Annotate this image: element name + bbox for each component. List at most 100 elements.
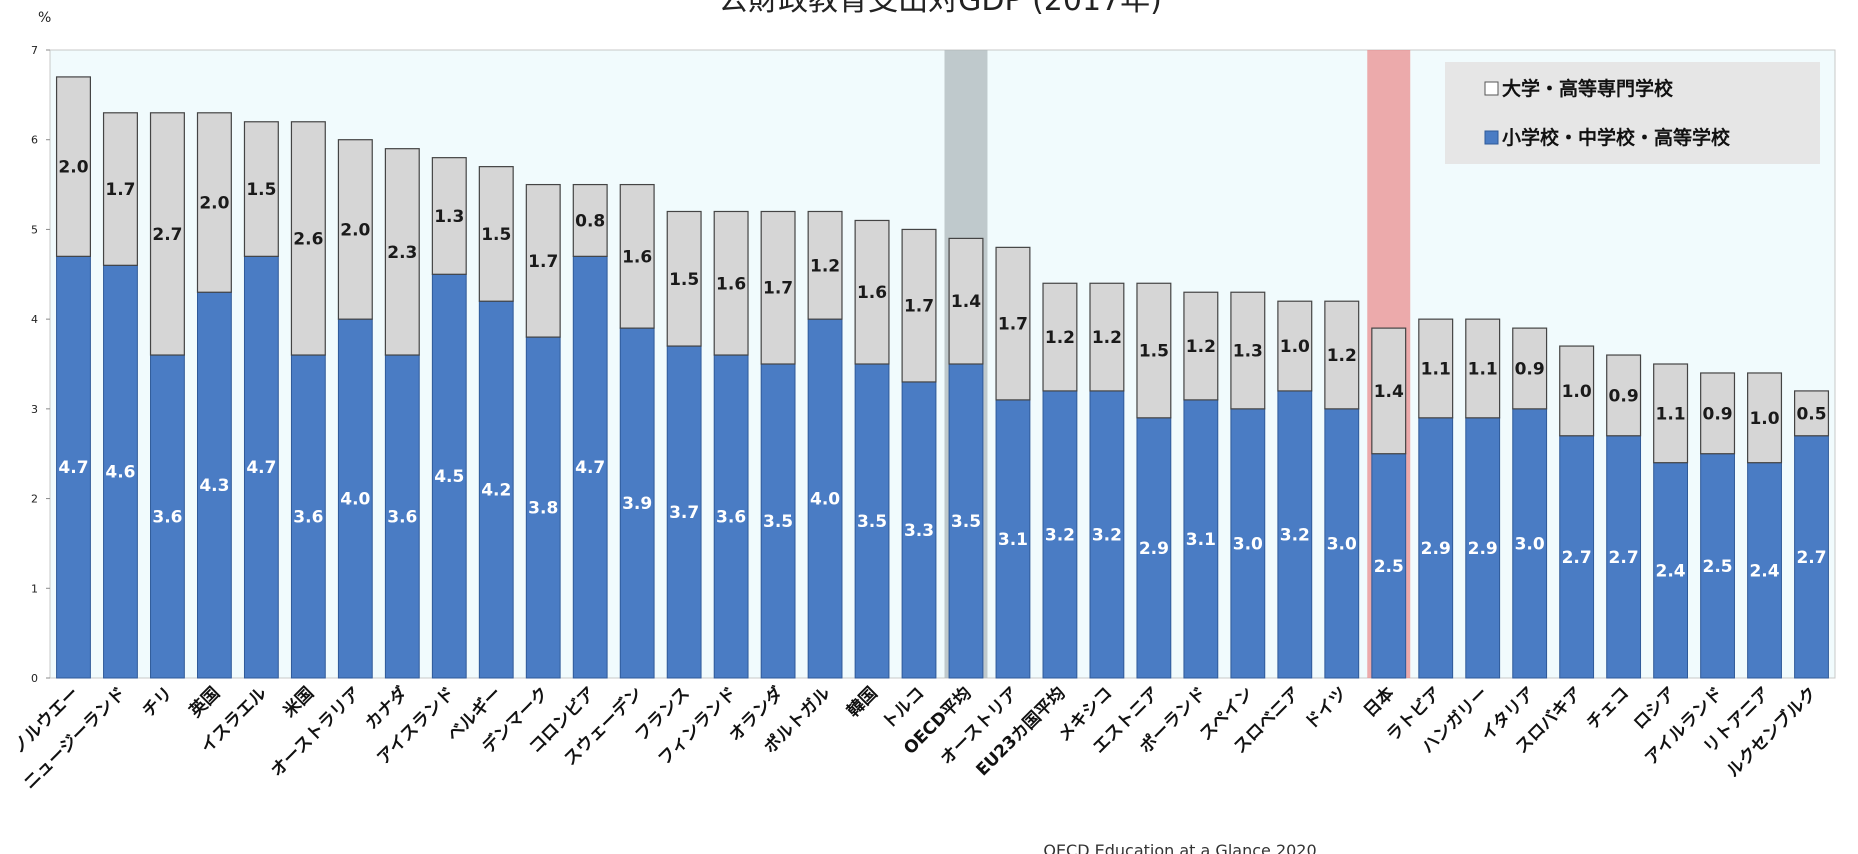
- bar-primary-secondary-33: [1606, 435, 1642, 679]
- data-label-primary-secondary-19: 3.5: [951, 512, 981, 532]
- bar-primary-secondary-32: [1559, 435, 1595, 679]
- bar-primary-secondary-26: [1277, 390, 1313, 679]
- data-label-tertiary-32: 1.0: [1562, 382, 1592, 402]
- data-label-tertiary-25: 1.3: [1233, 342, 1263, 362]
- data-label-tertiary-29: 1.1: [1421, 359, 1451, 379]
- data-label-primary-secondary-15: 3.5: [763, 512, 793, 532]
- data-label-tertiary-9: 1.5: [481, 225, 511, 245]
- data-label-tertiary-13: 1.5: [669, 270, 699, 290]
- y-axis: 0 1 2 3 4 5 6 7: [31, 44, 50, 685]
- bar-primary-secondary-23: [1136, 417, 1172, 679]
- bar-primary-secondary-8: [431, 273, 467, 679]
- data-label-tertiary-22: 1.2: [1092, 328, 1122, 348]
- data-label-primary-secondary-30: 2.9: [1468, 539, 1498, 559]
- bar-primary-secondary-9: [478, 300, 514, 679]
- data-label-primary-secondary-2: 3.6: [152, 508, 182, 528]
- data-label-primary-secondary-16: 4.0: [810, 490, 840, 510]
- bar-tertiary-23: [1136, 282, 1172, 419]
- bar-primary-secondary-34: [1653, 462, 1689, 679]
- bar-tertiary-1: [102, 112, 138, 266]
- data-label-tertiary-12: 1.6: [622, 247, 652, 267]
- data-label-primary-secondary-7: 3.6: [387, 508, 417, 528]
- bar-primary-secondary-24: [1183, 399, 1219, 679]
- data-label-primary-secondary-35: 2.5: [1703, 557, 1733, 577]
- bar-tertiary-7: [384, 148, 420, 356]
- y-tick-label-7: 7: [31, 44, 38, 57]
- bar-tertiary-22: [1089, 282, 1125, 392]
- data-label-tertiary-7: 2.3: [387, 243, 417, 263]
- bar-tertiary-4: [243, 121, 279, 257]
- bar-primary-secondary-31: [1512, 408, 1548, 679]
- data-label-primary-secondary-1: 4.6: [105, 463, 135, 483]
- bar-tertiary-14: [713, 210, 749, 356]
- legend-label-tertiary: 大学・高等専門学校: [1502, 77, 1674, 100]
- bar-primary-secondary-20: [995, 399, 1031, 679]
- bar-primary-secondary-15: [760, 363, 796, 679]
- bar-tertiary-24: [1183, 291, 1219, 401]
- bar-tertiary-37: [1794, 390, 1830, 437]
- data-label-primary-secondary-9: 4.2: [481, 481, 511, 501]
- data-label-tertiary-10: 1.7: [528, 252, 558, 272]
- data-label-primary-secondary-36: 2.4: [1749, 561, 1779, 581]
- legend-label-primary-secondary: 小学校・中学校・高等学校: [1502, 126, 1731, 149]
- bar-primary-secondary-11: [572, 255, 608, 679]
- bar-tertiary-25: [1230, 291, 1266, 410]
- data-label-primary-secondary-5: 3.6: [293, 508, 323, 528]
- data-label-primary-secondary-31: 3.0: [1515, 534, 1545, 554]
- bar-tertiary-5: [290, 121, 326, 356]
- y-tick-label-5: 5: [31, 223, 38, 236]
- source-note: OECD Education at a Glance 2020: [1043, 841, 1316, 854]
- bar-tertiary-17: [854, 219, 890, 365]
- data-label-tertiary-18: 1.7: [904, 297, 934, 317]
- data-label-primary-secondary-32: 2.7: [1562, 548, 1592, 568]
- bar-primary-secondary-28: [1371, 453, 1407, 679]
- bar-primary-secondary-2: [150, 354, 185, 679]
- bar-tertiary-3: [196, 112, 232, 293]
- data-label-primary-secondary-37: 2.7: [1796, 548, 1826, 568]
- bar-tertiary-29: [1418, 318, 1454, 419]
- bar-primary-secondary-6: [337, 318, 373, 679]
- data-label-primary-secondary-14: 3.6: [716, 508, 746, 528]
- data-label-tertiary-14: 1.6: [716, 274, 746, 294]
- bar-tertiary-16: [807, 210, 843, 320]
- data-label-tertiary-37: 0.5: [1796, 404, 1826, 424]
- bar-primary-secondary-12: [619, 327, 655, 679]
- data-label-tertiary-3: 2.0: [199, 194, 229, 214]
- chart-title: 公財政教育支出対GDP (2017年): [718, 0, 1162, 18]
- legend: 大学・高等専門学校 小学校・中学校・高等学校: [1445, 62, 1820, 164]
- bar-primary-secondary-1: [103, 264, 138, 679]
- data-label-tertiary-2: 2.7: [152, 225, 182, 245]
- data-label-primary-secondary-17: 3.5: [857, 512, 887, 532]
- x-category-label-2: チリ: [139, 683, 177, 721]
- x-category-label-33: チェコ: [1583, 683, 1633, 733]
- data-label-tertiary-1: 1.7: [105, 180, 135, 200]
- data-label-primary-secondary-24: 3.1: [1186, 530, 1216, 550]
- data-label-primary-secondary-13: 3.7: [669, 503, 699, 523]
- data-label-tertiary-31: 0.9: [1515, 359, 1545, 379]
- data-label-tertiary-19: 1.4: [951, 292, 981, 312]
- bar-tertiary-12: [619, 183, 655, 329]
- bar-tertiary-35: [1700, 372, 1736, 455]
- y-tick-label-2: 2: [31, 493, 38, 506]
- y-tick-label-6: 6: [31, 134, 38, 147]
- data-label-primary-secondary-21: 3.2: [1045, 525, 1075, 545]
- data-label-primary-secondary-26: 3.2: [1280, 525, 1310, 545]
- data-label-tertiary-33: 0.9: [1609, 386, 1639, 406]
- data-label-tertiary-16: 1.2: [810, 256, 840, 276]
- data-label-primary-secondary-18: 3.3: [904, 521, 934, 541]
- y-axis-unit-label: %: [38, 10, 51, 26]
- data-label-tertiary-4: 1.5: [246, 180, 276, 200]
- legend-swatch-primary-secondary: [1484, 130, 1499, 145]
- bar-tertiary-28: [1371, 327, 1407, 455]
- data-label-tertiary-5: 2.6: [293, 229, 323, 249]
- data-label-primary-secondary-12: 3.9: [622, 494, 652, 514]
- legend-swatch-tertiary: [1484, 81, 1499, 96]
- data-label-tertiary-8: 1.3: [434, 207, 464, 227]
- bar-tertiary-11: [572, 183, 608, 257]
- bar-primary-secondary-17: [854, 363, 890, 679]
- data-label-primary-secondary-11: 4.7: [575, 458, 605, 478]
- data-label-primary-secondary-28: 2.5: [1374, 557, 1404, 577]
- data-label-primary-secondary-8: 4.5: [434, 467, 464, 487]
- bar-tertiary-36: [1747, 372, 1783, 464]
